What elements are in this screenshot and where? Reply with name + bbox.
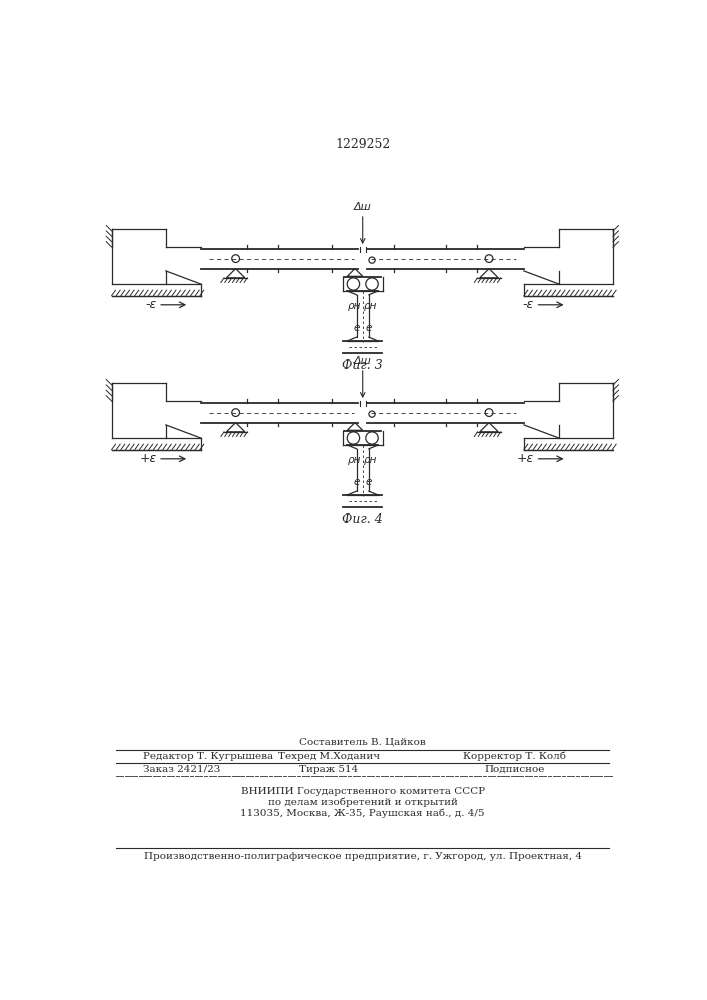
Text: Производственно-полиграфическое предприятие, г. Ужгород, ул. Проектная, 4: Производственно-полиграфическое предприя… [144,852,582,861]
Text: +ε: +ε [517,452,534,465]
Text: 113035, Москва, Ж-35, Раушская наб., д. 4/5: 113035, Москва, Ж-35, Раушская наб., д. … [240,808,485,818]
Text: Δш: Δш [354,356,372,366]
Text: ρн: ρн [364,455,378,465]
Text: Заказ 2421/23: Заказ 2421/23 [143,765,220,774]
Text: Составитель В. Цайков: Составитель В. Цайков [299,738,426,747]
Text: ρн: ρн [348,455,361,465]
Text: по делам изобретений и открытий: по делам изобретений и открытий [268,797,457,807]
Text: Редактор Т. Кугрышева: Редактор Т. Кугрышева [143,752,273,761]
Text: e: e [366,323,372,333]
Text: +ε: +ε [139,452,156,465]
Text: -ε: -ε [146,298,156,311]
Text: Подписное: Подписное [484,765,545,774]
Text: Техред М.Ходанич: Техред М.Ходанич [278,752,380,761]
Text: e: e [354,477,360,487]
Text: -ε: -ε [522,298,534,311]
Text: Тираж 514: Тираж 514 [299,765,358,774]
Text: ρн: ρн [348,301,361,311]
Text: Фиг. 4: Фиг. 4 [342,513,383,526]
Text: Корректор Т. Колб: Корректор Т. Колб [463,752,566,761]
Text: 1229252: 1229252 [335,138,390,151]
Text: Фиг. 3: Фиг. 3 [342,359,383,372]
Text: Δш: Δш [354,202,372,212]
Text: ρн: ρн [364,301,378,311]
Text: e: e [354,323,360,333]
Text: e: e [366,477,372,487]
Text: ВНИИПИ Государственного комитета СССР: ВНИИПИ Государственного комитета СССР [240,787,485,796]
